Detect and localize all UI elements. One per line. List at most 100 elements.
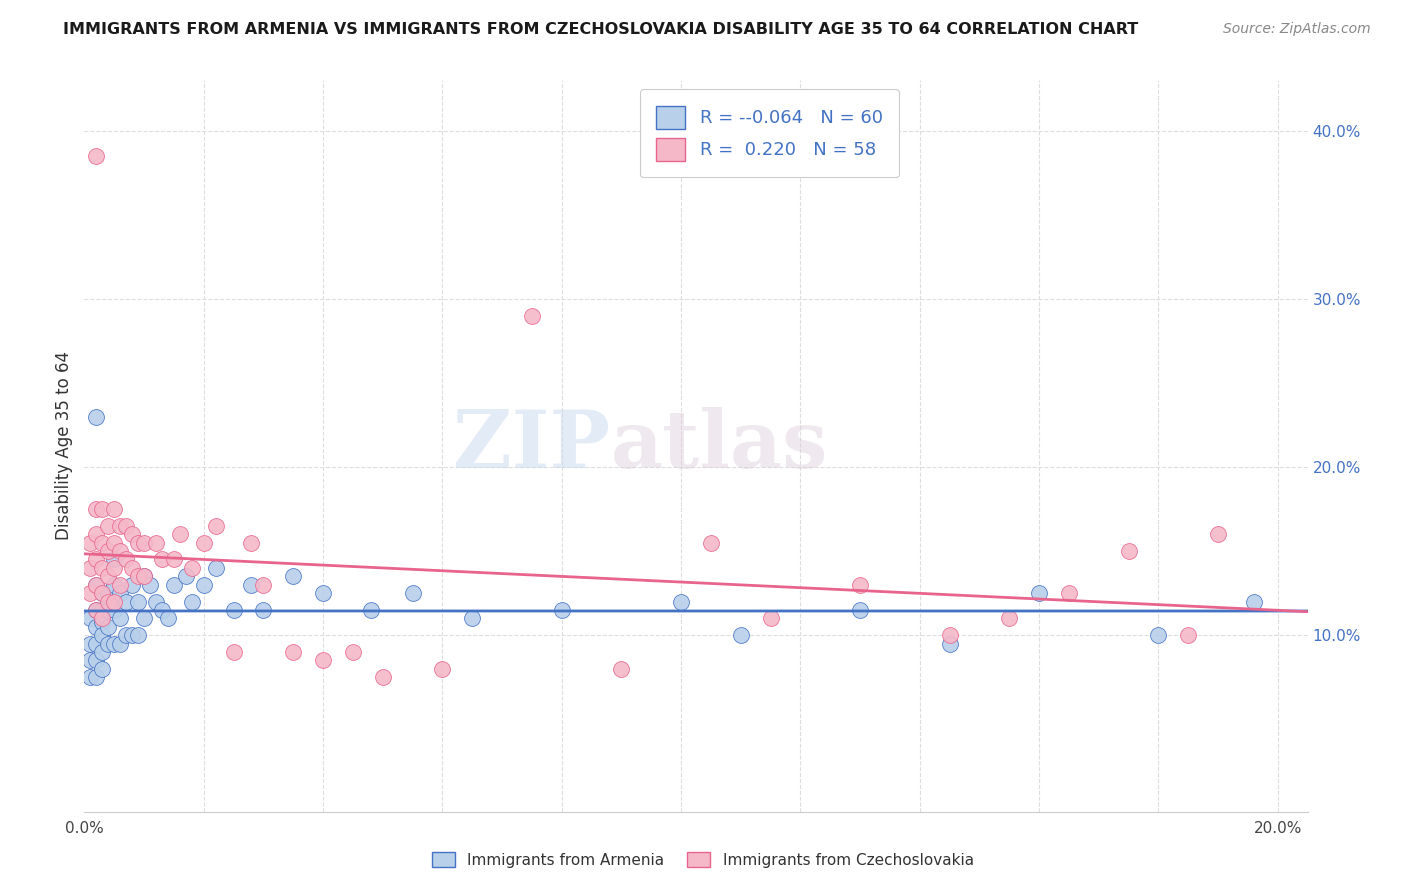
Point — [938, 628, 960, 642]
Point — [115, 519, 138, 533]
Point — [91, 603, 114, 617]
Point — [371, 670, 394, 684]
Point — [252, 578, 274, 592]
Point — [998, 611, 1021, 625]
Point — [163, 578, 186, 592]
Point — [91, 535, 114, 549]
Point — [401, 586, 423, 600]
Point — [97, 620, 120, 634]
Point — [91, 611, 114, 625]
Point — [1118, 544, 1140, 558]
Point — [169, 527, 191, 541]
Point — [849, 603, 872, 617]
Point — [360, 603, 382, 617]
Point — [108, 611, 131, 625]
Point — [91, 586, 114, 600]
Point — [84, 409, 107, 424]
Text: atlas: atlas — [610, 407, 828, 485]
Point — [145, 535, 167, 549]
Point — [84, 527, 107, 541]
Point — [127, 569, 149, 583]
Point — [222, 603, 245, 617]
Point — [730, 628, 752, 642]
Point — [84, 552, 107, 566]
Point — [91, 502, 114, 516]
Point — [240, 578, 263, 592]
Point — [79, 611, 101, 625]
Point — [180, 561, 202, 575]
Point — [139, 578, 162, 592]
Point — [115, 628, 138, 642]
Point — [84, 603, 107, 617]
Point — [461, 611, 484, 625]
Point — [84, 670, 107, 684]
Point — [103, 578, 125, 592]
Point — [610, 662, 633, 676]
Point — [204, 561, 226, 575]
Point — [84, 620, 107, 634]
Point — [115, 594, 138, 608]
Point — [1243, 594, 1265, 608]
Point — [1206, 527, 1229, 541]
Point — [700, 535, 723, 549]
Point — [103, 594, 125, 608]
Point — [520, 309, 543, 323]
Point — [1028, 586, 1050, 600]
Point — [115, 552, 138, 566]
Point — [193, 535, 215, 549]
Text: IMMIGRANTS FROM ARMENIA VS IMMIGRANTS FROM CZECHOSLOVAKIA DISABILITY AGE 35 TO 6: IMMIGRANTS FROM ARMENIA VS IMMIGRANTS FR… — [63, 22, 1139, 37]
Point — [156, 611, 179, 625]
Point — [79, 586, 101, 600]
Point — [121, 578, 143, 592]
Point — [84, 653, 107, 667]
Point — [121, 628, 143, 642]
Point — [283, 645, 305, 659]
Legend: Immigrants from Armenia, Immigrants from Czechoslovakia: Immigrants from Armenia, Immigrants from… — [425, 844, 981, 875]
Point — [204, 519, 226, 533]
Point — [759, 611, 782, 625]
Point — [103, 502, 125, 516]
Point — [163, 552, 186, 566]
Point — [97, 594, 120, 608]
Point — [132, 569, 155, 583]
Point — [103, 603, 125, 617]
Point — [103, 535, 125, 549]
Point — [103, 636, 125, 650]
Point — [79, 653, 101, 667]
Point — [84, 603, 107, 617]
Point — [84, 502, 107, 516]
Point — [938, 636, 960, 650]
Point — [121, 561, 143, 575]
Point — [97, 569, 120, 583]
Point — [312, 653, 335, 667]
Point — [97, 519, 120, 533]
Text: Source: ZipAtlas.com: Source: ZipAtlas.com — [1223, 22, 1371, 37]
Point — [240, 535, 263, 549]
Point — [342, 645, 364, 659]
Point — [252, 603, 274, 617]
Point — [432, 662, 454, 676]
Point — [84, 578, 107, 592]
Point — [312, 586, 335, 600]
Point — [108, 586, 131, 600]
Point — [79, 636, 101, 650]
Point — [150, 603, 173, 617]
Point — [84, 578, 107, 592]
Point — [283, 569, 305, 583]
Point — [97, 544, 120, 558]
Point — [222, 645, 245, 659]
Point — [97, 636, 120, 650]
Point — [174, 569, 197, 583]
Point — [108, 519, 131, 533]
Point — [91, 586, 114, 600]
Point — [91, 628, 114, 642]
Point — [79, 561, 101, 575]
Point — [108, 544, 131, 558]
Point — [97, 586, 120, 600]
Point — [127, 594, 149, 608]
Point — [193, 578, 215, 592]
Point — [551, 603, 574, 617]
Point — [180, 594, 202, 608]
Point — [79, 535, 101, 549]
Point — [97, 603, 120, 617]
